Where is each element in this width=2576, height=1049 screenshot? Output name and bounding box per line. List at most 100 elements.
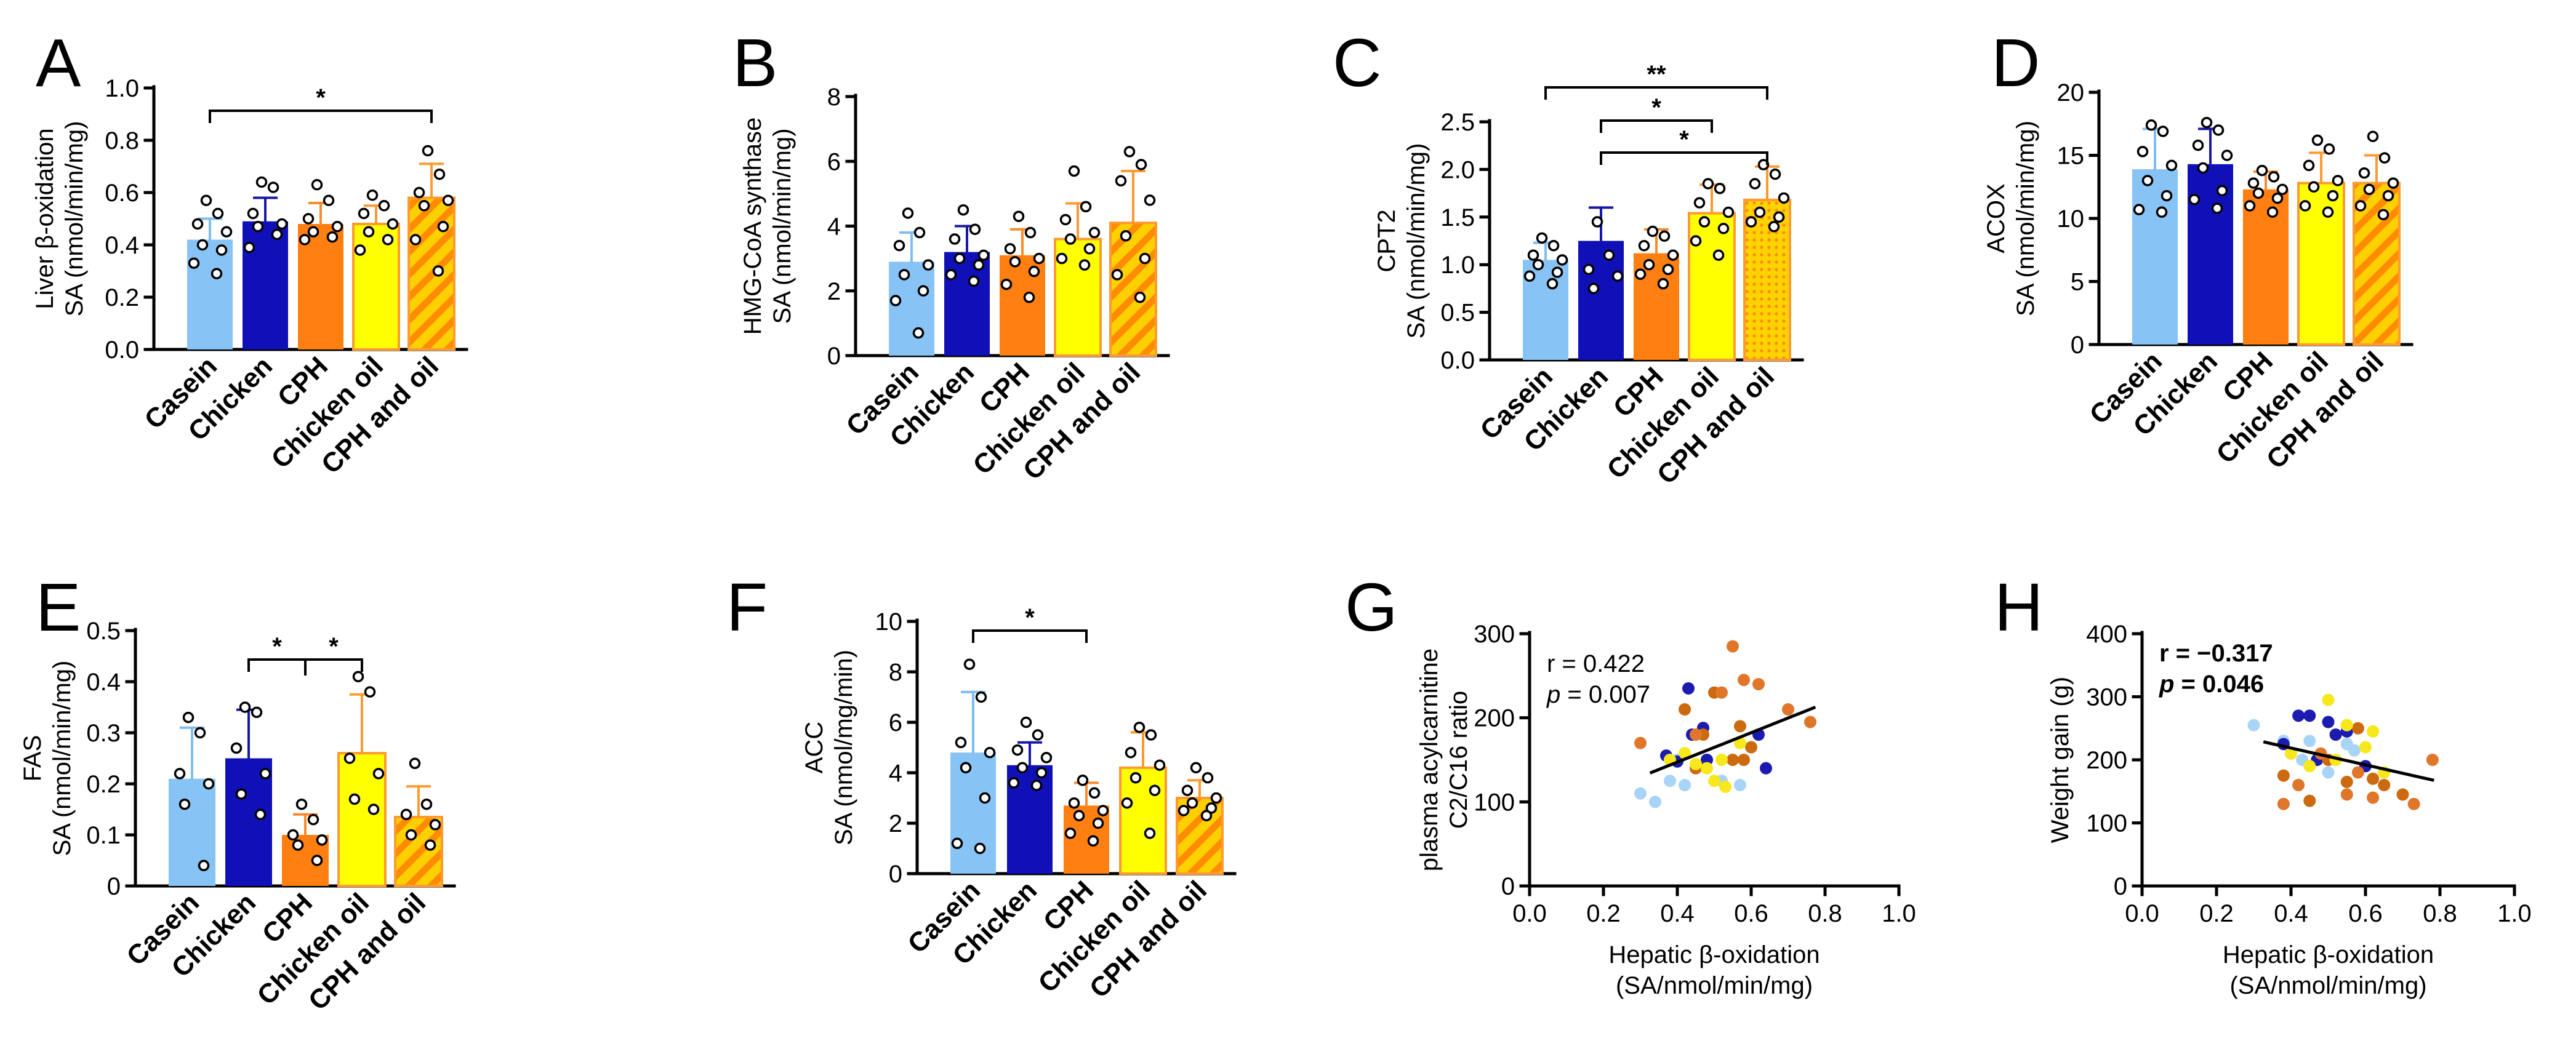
data-point xyxy=(1690,235,1702,247)
data-point xyxy=(1013,210,1025,222)
scatter-point-casein xyxy=(1679,779,1691,791)
bar-casein xyxy=(950,752,996,874)
y-tick-label: 0.4 xyxy=(86,669,121,696)
data-point xyxy=(367,804,380,815)
data-point xyxy=(1004,243,1016,255)
data-point xyxy=(917,285,929,297)
y-tick-label: 10 xyxy=(875,608,903,636)
y-tick-label: 100 xyxy=(2086,810,2127,837)
bar-cph xyxy=(2243,189,2289,345)
data-point xyxy=(1087,835,1099,847)
data-point xyxy=(442,194,454,206)
x-tick-label: 0.2 xyxy=(2199,900,2234,927)
bar-cph xyxy=(1064,805,1109,874)
y-tick-label: 4 xyxy=(827,213,841,241)
data-point xyxy=(2311,134,2324,146)
correlation-p: p = 0.046 xyxy=(2159,671,2264,698)
data-point xyxy=(2276,183,2289,196)
significance-label: * xyxy=(1651,94,1661,121)
p-symbol: p xyxy=(2159,671,2174,698)
bar-cph-and-oil xyxy=(1109,221,1157,357)
data-point xyxy=(1768,221,1780,233)
data-point xyxy=(212,207,224,220)
y-tick-label: 200 xyxy=(2086,747,2127,774)
data-point xyxy=(2156,206,2168,218)
data-point xyxy=(364,686,376,698)
data-point xyxy=(955,736,967,749)
data-point xyxy=(1714,183,1726,194)
data-point xyxy=(299,234,311,245)
data-point xyxy=(220,226,233,237)
data-point xyxy=(1139,252,1151,265)
data-point xyxy=(1523,270,1536,282)
data-point xyxy=(400,808,412,821)
y-tick-label: 6 xyxy=(889,709,902,736)
scatter-point-cph xyxy=(2277,769,2290,782)
p-value: = 0.007 xyxy=(1560,681,1650,708)
data-point xyxy=(316,834,328,846)
scatter-point-cph-and-oil xyxy=(2340,788,2353,801)
data-point xyxy=(1135,159,1147,170)
data-point xyxy=(292,839,304,851)
data-point xyxy=(203,778,215,790)
data-point xyxy=(422,145,434,157)
data-point xyxy=(2145,119,2157,131)
data-point xyxy=(2271,192,2284,204)
data-point xyxy=(1134,292,1146,303)
data-point xyxy=(1200,810,1213,821)
data-point xyxy=(2332,175,2344,186)
data-point xyxy=(307,226,319,237)
y-axis-label: FAS xyxy=(19,735,46,782)
scatter-point-casein xyxy=(1649,796,1661,808)
data-point xyxy=(2377,209,2389,221)
scatter-point-chicken-oil xyxy=(1690,757,1702,770)
data-point xyxy=(1532,258,1544,271)
data-point xyxy=(969,223,981,236)
data-point xyxy=(331,221,343,233)
data-point xyxy=(1754,206,1766,218)
panel-a: A0.00.20.40.60.81.0CaseinChickenCPHChick… xyxy=(31,25,468,480)
data-point xyxy=(243,242,255,253)
data-point xyxy=(889,295,902,306)
data-point xyxy=(2211,202,2223,214)
data-point xyxy=(1658,230,1671,242)
scatter-point-chicken xyxy=(2292,709,2305,722)
data-point xyxy=(1064,233,1077,245)
data-point xyxy=(975,691,987,703)
data-point xyxy=(1190,762,1202,774)
data-point xyxy=(1657,277,1669,290)
data-point xyxy=(326,231,339,243)
data-point xyxy=(437,221,449,233)
y-tick-label: 8 xyxy=(827,84,841,111)
panel-letter: H xyxy=(1994,570,2043,645)
data-point xyxy=(1056,252,1068,265)
data-point xyxy=(1130,772,1142,784)
data-point xyxy=(2197,162,2209,174)
y-tick-label: 4 xyxy=(889,760,902,787)
scatter-point-cph-and-oil xyxy=(1752,678,1765,690)
data-point xyxy=(2378,152,2391,164)
data-point xyxy=(358,207,370,220)
data-point xyxy=(1078,259,1091,271)
data-point xyxy=(343,752,356,764)
data-point xyxy=(2322,206,2334,218)
data-point xyxy=(2363,183,2375,196)
data-point xyxy=(2256,164,2268,177)
data-point xyxy=(2192,139,2204,151)
panel-e: E00.10.20.30.40.5CaseinChickenCPHChicken… xyxy=(19,570,456,1016)
data-point xyxy=(409,757,421,770)
data-point xyxy=(1080,201,1092,213)
scatter-point-cph xyxy=(1734,720,1746,733)
y-tick-label: 6 xyxy=(827,148,841,175)
scatter-point-cph xyxy=(1738,754,1750,766)
y-tick-label: 300 xyxy=(1474,621,1515,648)
panel-letter: C xyxy=(1333,25,1381,101)
x-axis-label: Hepatic β-oxidation xyxy=(1608,941,1820,968)
data-point xyxy=(267,181,279,193)
y-axis-label: SA (nmol/min/mg) xyxy=(61,121,88,317)
data-point xyxy=(984,746,996,759)
data-point xyxy=(1611,270,1624,282)
y-tick-label: 15 xyxy=(2057,143,2085,170)
